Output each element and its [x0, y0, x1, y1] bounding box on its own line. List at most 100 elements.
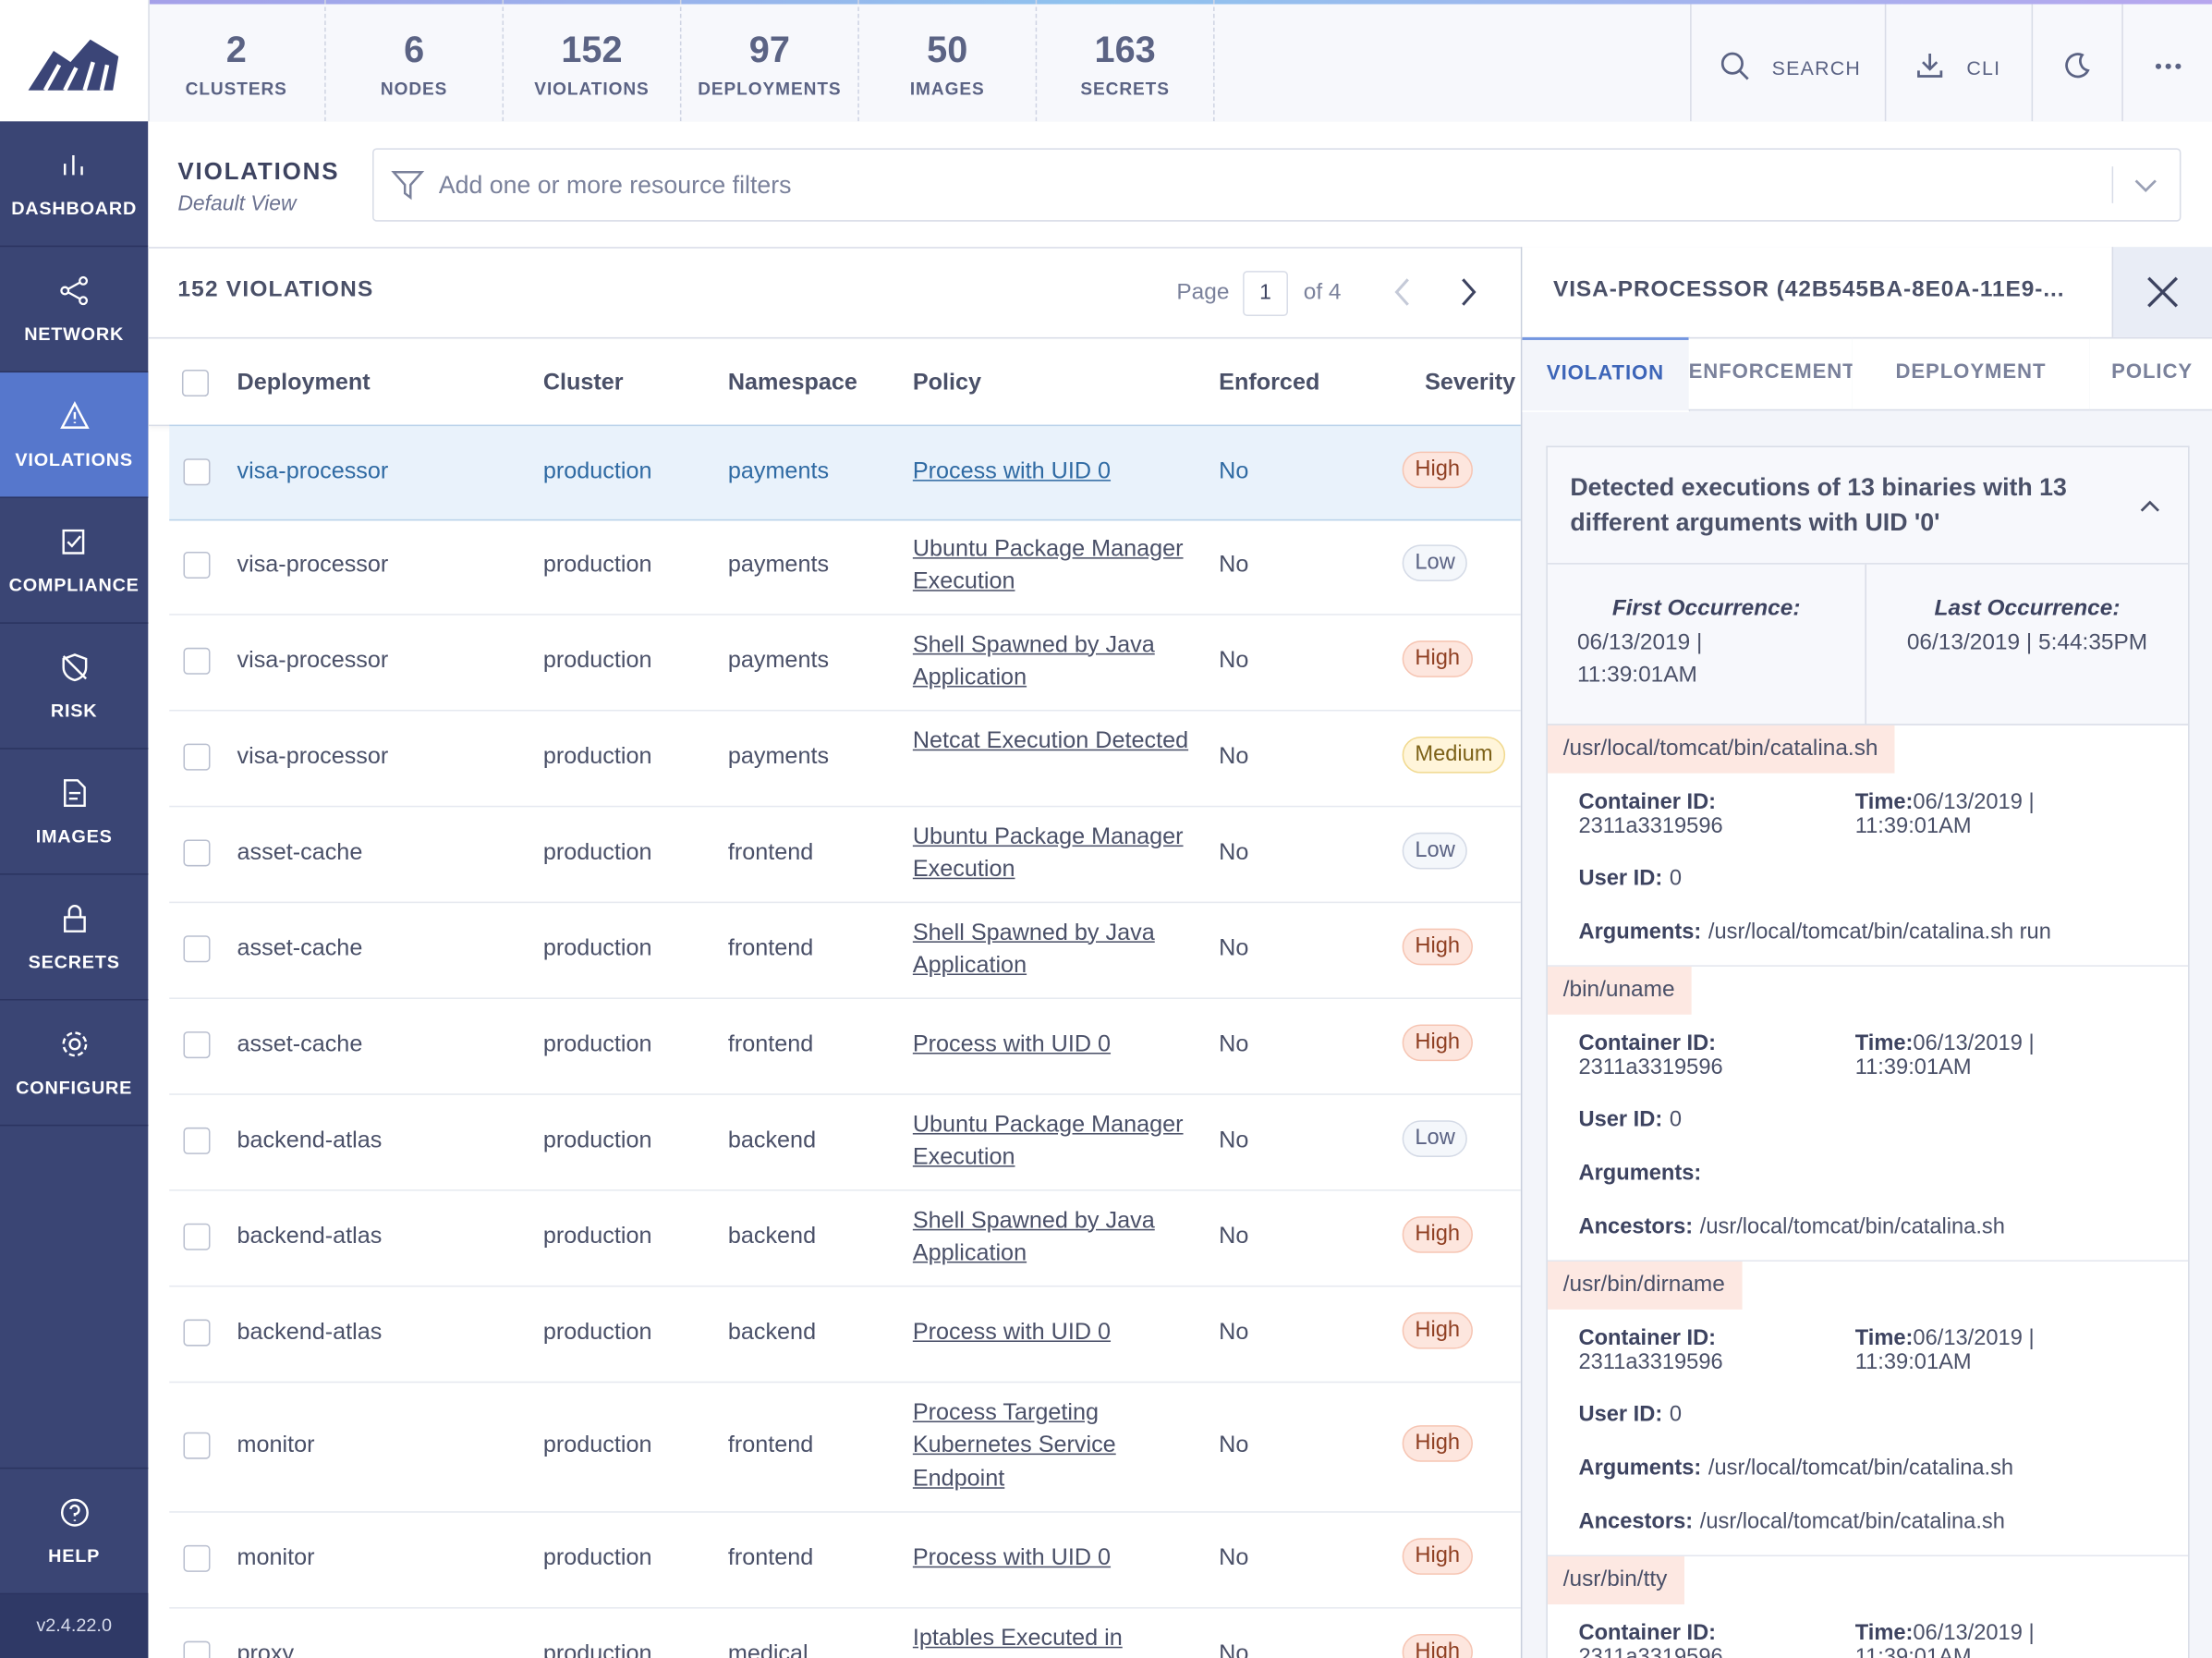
- cell-cluster: production: [542, 935, 652, 961]
- policy-link[interactable]: Process with UID 0: [912, 458, 1112, 485]
- row-checkbox[interactable]: [183, 1544, 211, 1572]
- next-page[interactable]: [1459, 276, 1478, 308]
- policy-link[interactable]: Process with UID 0: [912, 1031, 1112, 1057]
- cell-enforced: No: [1219, 1031, 1249, 1057]
- table-row[interactable]: visa-processor production payments Ubuntu P…: [169, 518, 1521, 616]
- version-bar: [0, 1594, 149, 1658]
- field-value: 2311a3319596: [1578, 1055, 1723, 1080]
- prev-page[interactable]: [1392, 276, 1412, 308]
- panel-tab[interactable]: ENFORCEMENT: [1688, 336, 1855, 411]
- field-label: Container ID:: [1578, 790, 1717, 814]
- chevron-up: [2140, 500, 2159, 512]
- panel-tab[interactable]: VIOLATION: [1522, 336, 1691, 412]
- cell-namespace: payments: [727, 458, 830, 484]
- summary-text: Detected executions of 13 binaries with …: [1570, 472, 2067, 537]
- row-checkbox[interactable]: [183, 1223, 211, 1250]
- row-checkbox[interactable]: [183, 647, 211, 675]
- policy-link[interactable]: Process Targeting Kubernetes Service End…: [912, 1399, 1116, 1492]
- field-label: Time:: [1854, 1326, 1914, 1351]
- nav-item[interactable]: COMPLIANCE: [0, 498, 149, 624]
- stat[interactable]: 97 DEPLOYMENTS: [681, 0, 859, 122]
- nav-item[interactable]: SECRETS: [0, 875, 149, 1001]
- stat[interactable]: 50 IMAGES: [859, 0, 1038, 122]
- logo[interactable]: [0, 0, 150, 122]
- nav-item[interactable]: VIOLATIONS: [0, 372, 149, 498]
- arguments-field: Arguments:: [1548, 1144, 2188, 1198]
- severity-badge: High: [1402, 1538, 1473, 1575]
- nav-item[interactable]: IMAGES: [0, 750, 149, 875]
- field-label: Ancestors:: [1578, 1214, 1694, 1239]
- policy-link[interactable]: Process with UID 0: [912, 1545, 1112, 1571]
- panel-tab[interactable]: POLICY: [2089, 336, 2212, 411]
- policy-link[interactable]: Netcat Execution Detected: [912, 727, 1189, 753]
- nav-item[interactable]: CONFIGURE: [0, 1001, 149, 1127]
- row-checkbox[interactable]: [183, 458, 211, 486]
- filter-box[interactable]: Add one or more resource filters: [372, 148, 2182, 222]
- row-checkbox[interactable]: [183, 1640, 211, 1658]
- cell-enforced: No: [1219, 1319, 1249, 1346]
- cell-enforced: No: [1219, 551, 1249, 578]
- severity-badge: High: [1402, 1634, 1473, 1658]
- table-row[interactable]: monitor production frontend Process with UI…: [169, 1511, 1521, 1609]
- process-path: /usr/bin/dirname: [1547, 1261, 1743, 1310]
- nav-item[interactable]: DASHBOARD: [0, 121, 149, 248]
- more-button[interactable]: [2121, 5, 2212, 122]
- stat[interactable]: 6 NODES: [326, 0, 504, 122]
- column-header: Severity: [1425, 370, 1516, 396]
- policy-link[interactable]: Iptables Executed in: [912, 1625, 1123, 1651]
- policy-link[interactable]: Shell Spawned by Java Application: [912, 919, 1155, 979]
- nav-icon: [60, 401, 90, 429]
- panel-tab[interactable]: DEPLOYMENT: [1852, 336, 2091, 411]
- page-input[interactable]: 1: [1243, 271, 1288, 317]
- table-row[interactable]: backend-atlas production backend Process wi…: [169, 1286, 1521, 1384]
- nav-icon: [60, 275, 89, 306]
- row-checkbox[interactable]: [183, 551, 211, 579]
- row-checkbox[interactable]: [183, 935, 211, 963]
- policy-link[interactable]: Shell Spawned by Java Application: [912, 1207, 1155, 1266]
- policy-link[interactable]: Ubuntu Package Manager Execution: [912, 823, 1184, 883]
- process-entry: /bin/uname Container ID: 2311a3319596 Time:…: [1547, 966, 2189, 1262]
- policy-link[interactable]: Ubuntu Package Manager Execution: [912, 1111, 1184, 1170]
- close-button[interactable]: [2111, 247, 2212, 337]
- table-row[interactable]: visa-processor production payments Netcat E…: [169, 710, 1521, 808]
- summary[interactable]: Detected executions of 13 binaries with …: [1547, 446, 2189, 565]
- search-button[interactable]: SEARCH: [1690, 4, 1887, 122]
- table-row[interactable]: asset-cache production frontend Ubuntu Pack…: [169, 806, 1521, 904]
- row-checkbox[interactable]: [183, 1031, 211, 1059]
- table-row[interactable]: visa-processor production payments Shell Sp…: [169, 614, 1521, 712]
- row-checkbox[interactable]: [183, 1319, 211, 1347]
- stat-value: 50: [927, 28, 968, 71]
- row-checkbox[interactable]: [183, 743, 211, 771]
- table-row[interactable]: asset-cache production frontend Shell Spawn…: [169, 902, 1521, 999]
- row-checkbox[interactable]: [183, 1432, 211, 1459]
- cell-cluster: production: [542, 1319, 652, 1346]
- cli-button[interactable]: CLI: [1885, 4, 2034, 122]
- first-label: First Occurrence:: [1611, 596, 1801, 621]
- nav-icon: [62, 1031, 88, 1057]
- stat[interactable]: 152 VIOLATIONS: [504, 0, 682, 122]
- nav-item[interactable]: RISK: [0, 624, 149, 750]
- row-checkbox[interactable]: [183, 839, 211, 867]
- severity-badge: High: [1402, 1216, 1473, 1253]
- policy-link[interactable]: Ubuntu Package Manager Execution: [912, 535, 1184, 594]
- stat[interactable]: 2 CLUSTERS: [148, 0, 326, 122]
- row-checkbox[interactable]: [183, 1127, 211, 1154]
- policy-link[interactable]: Shell Spawned by Java Application: [912, 631, 1155, 690]
- table-row[interactable]: asset-cache production frontend Process wit…: [169, 997, 1521, 1095]
- nav-item[interactable]: NETWORK: [0, 247, 149, 373]
- table-row[interactable]: visa-processor production payments Process …: [169, 424, 1521, 521]
- select-all-checkbox[interactable]: [181, 370, 209, 397]
- table-row[interactable]: backend-atlas production backend Ubuntu Pac…: [169, 1093, 1521, 1191]
- table-row[interactable]: monitor production frontend Process Targeti…: [169, 1382, 1521, 1513]
- stat[interactable]: 163 SECRETS: [1037, 0, 1215, 122]
- policy-link[interactable]: Process with UID 0: [912, 1319, 1112, 1346]
- table-row[interactable]: proxy production medical Iptables Executed …: [169, 1607, 1521, 1658]
- theme-button[interactable]: [2032, 4, 2123, 122]
- nav-label: RISK: [50, 700, 98, 722]
- cell-cluster: production: [542, 458, 652, 484]
- nav-item[interactable]: HELP: [0, 1467, 149, 1595]
- download-icon: [1917, 54, 1943, 78]
- table-row[interactable]: backend-atlas production backend Shell Spaw…: [169, 1189, 1521, 1287]
